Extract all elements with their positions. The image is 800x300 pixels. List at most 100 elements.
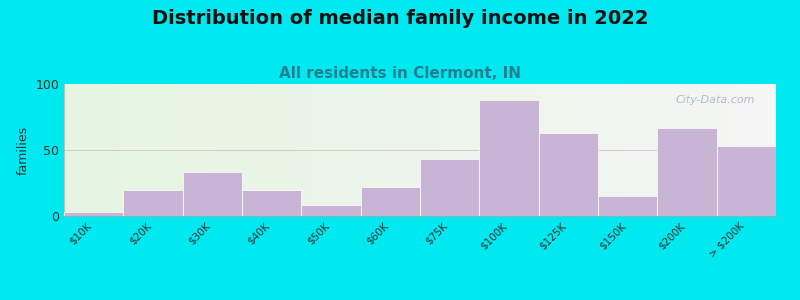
Text: Distribution of median family income in 2022: Distribution of median family income in … [152, 9, 648, 28]
Bar [655, 84, 662, 216]
Bar [71, 84, 78, 216]
Bar [449, 84, 456, 216]
Bar [734, 84, 741, 216]
Y-axis label: families: families [17, 125, 30, 175]
Bar [142, 84, 150, 216]
Bar [78, 84, 86, 216]
Bar [479, 100, 538, 216]
Bar [342, 84, 349, 216]
Bar [114, 84, 121, 216]
Bar [349, 84, 356, 216]
Bar [93, 84, 100, 216]
Bar [285, 84, 292, 216]
Bar [634, 84, 641, 216]
Bar [584, 84, 591, 216]
Bar [548, 84, 555, 216]
Bar [182, 172, 242, 216]
Bar [185, 84, 192, 216]
Bar [658, 128, 717, 216]
Bar [86, 84, 93, 216]
Bar [64, 84, 71, 216]
Bar [669, 84, 676, 216]
Bar [121, 84, 128, 216]
Bar [427, 84, 434, 216]
Bar [391, 84, 398, 216]
Bar [302, 206, 361, 216]
Bar [683, 84, 690, 216]
Bar [498, 84, 506, 216]
Bar [306, 84, 314, 216]
Bar [157, 84, 164, 216]
Bar [555, 84, 562, 216]
Bar [363, 84, 370, 216]
Bar [249, 84, 256, 216]
Bar [150, 84, 157, 216]
Bar [598, 84, 605, 216]
Bar [491, 84, 498, 216]
Bar [278, 84, 285, 216]
Bar [719, 84, 726, 216]
Bar [370, 84, 378, 216]
Bar [648, 84, 655, 216]
Bar [538, 133, 598, 216]
Bar [192, 84, 199, 216]
Bar [356, 84, 363, 216]
Bar [741, 84, 747, 216]
Bar [299, 84, 306, 216]
Bar [541, 84, 548, 216]
Bar [641, 84, 648, 216]
Bar [520, 84, 527, 216]
Bar [256, 84, 263, 216]
Bar [534, 84, 541, 216]
Bar [221, 84, 228, 216]
Bar [690, 84, 698, 216]
Bar [413, 84, 420, 216]
Bar [242, 190, 302, 216]
Bar [378, 84, 385, 216]
Bar [99, 84, 106, 216]
Bar [263, 84, 270, 216]
Bar [385, 84, 391, 216]
Bar [123, 190, 182, 216]
Bar [178, 84, 185, 216]
Bar [242, 84, 249, 216]
Bar [420, 84, 427, 216]
Bar [361, 187, 420, 216]
Bar [570, 84, 577, 216]
Bar [662, 84, 669, 216]
Bar [676, 84, 683, 216]
Bar [106, 84, 114, 216]
Bar [406, 84, 413, 216]
Bar [698, 84, 705, 216]
Text: City-Data.com: City-Data.com [675, 94, 754, 105]
Bar [334, 84, 342, 216]
Bar [484, 84, 491, 216]
Bar [769, 84, 776, 216]
Bar [292, 84, 299, 216]
Bar [754, 84, 762, 216]
Bar [712, 84, 719, 216]
Bar [442, 84, 449, 216]
Bar [605, 84, 612, 216]
Bar [135, 84, 142, 216]
Bar [513, 84, 520, 216]
Bar [228, 84, 235, 216]
Bar [214, 84, 221, 216]
Bar [199, 84, 206, 216]
Bar [171, 84, 178, 216]
Bar [327, 84, 334, 216]
Bar [456, 84, 462, 216]
Bar [506, 84, 513, 216]
Bar [762, 84, 769, 216]
Bar [591, 84, 598, 216]
Bar [64, 212, 123, 216]
Bar [612, 84, 619, 216]
Bar [320, 84, 327, 216]
Bar [270, 84, 278, 216]
Bar [420, 159, 479, 216]
Bar [526, 84, 534, 216]
Bar [562, 84, 570, 216]
Bar [434, 84, 442, 216]
Bar [206, 84, 214, 216]
Bar [747, 84, 754, 216]
